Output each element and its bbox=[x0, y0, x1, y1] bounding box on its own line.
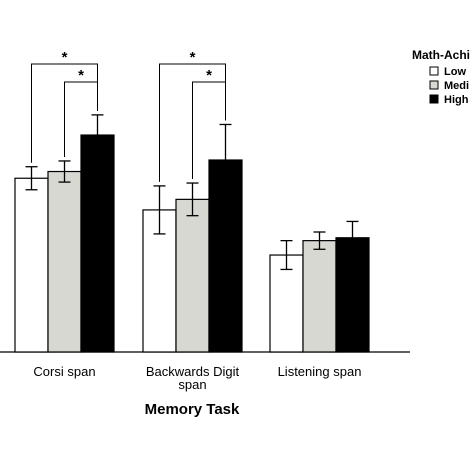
legend-label-low: Low bbox=[444, 66, 466, 78]
legend-swatch-high bbox=[429, 94, 439, 104]
legend-swatch-low bbox=[429, 66, 439, 76]
significance-bracket bbox=[64, 81, 98, 157]
bar-medi-2 bbox=[302, 240, 337, 353]
legend-swatch-medi bbox=[429, 80, 439, 90]
significance-bracket bbox=[192, 81, 226, 180]
bar-medi-1 bbox=[175, 198, 210, 353]
significance-brackets: * * * * bbox=[31, 49, 226, 182]
legend: Math-Achi Low Medi High bbox=[412, 48, 470, 106]
chart-bars bbox=[14, 134, 370, 353]
x-tick-label: Corsi span bbox=[33, 364, 95, 379]
x-axis-title: Memory Task bbox=[145, 401, 240, 418]
x-tick-label: Listening span bbox=[278, 364, 362, 379]
bar-medi-0 bbox=[47, 170, 82, 353]
bar-high-2 bbox=[335, 237, 370, 353]
x-tick-labels: Corsi span Backwards Digit span Listening s… bbox=[33, 364, 361, 392]
significance-star: * bbox=[78, 67, 84, 84]
legend-label-medi: Medi bbox=[444, 80, 469, 92]
bar-high-0 bbox=[80, 134, 115, 353]
legend-title: Math-Achi bbox=[412, 48, 470, 62]
significance-star: * bbox=[206, 67, 212, 84]
x-tick-label: Backwards Digit span bbox=[146, 364, 240, 392]
legend-label-high: High bbox=[444, 94, 469, 106]
significance-star: * bbox=[190, 49, 196, 66]
bar-low-0 bbox=[14, 177, 49, 353]
significance-star: * bbox=[62, 49, 68, 66]
chart-error-bars bbox=[25, 114, 359, 271]
